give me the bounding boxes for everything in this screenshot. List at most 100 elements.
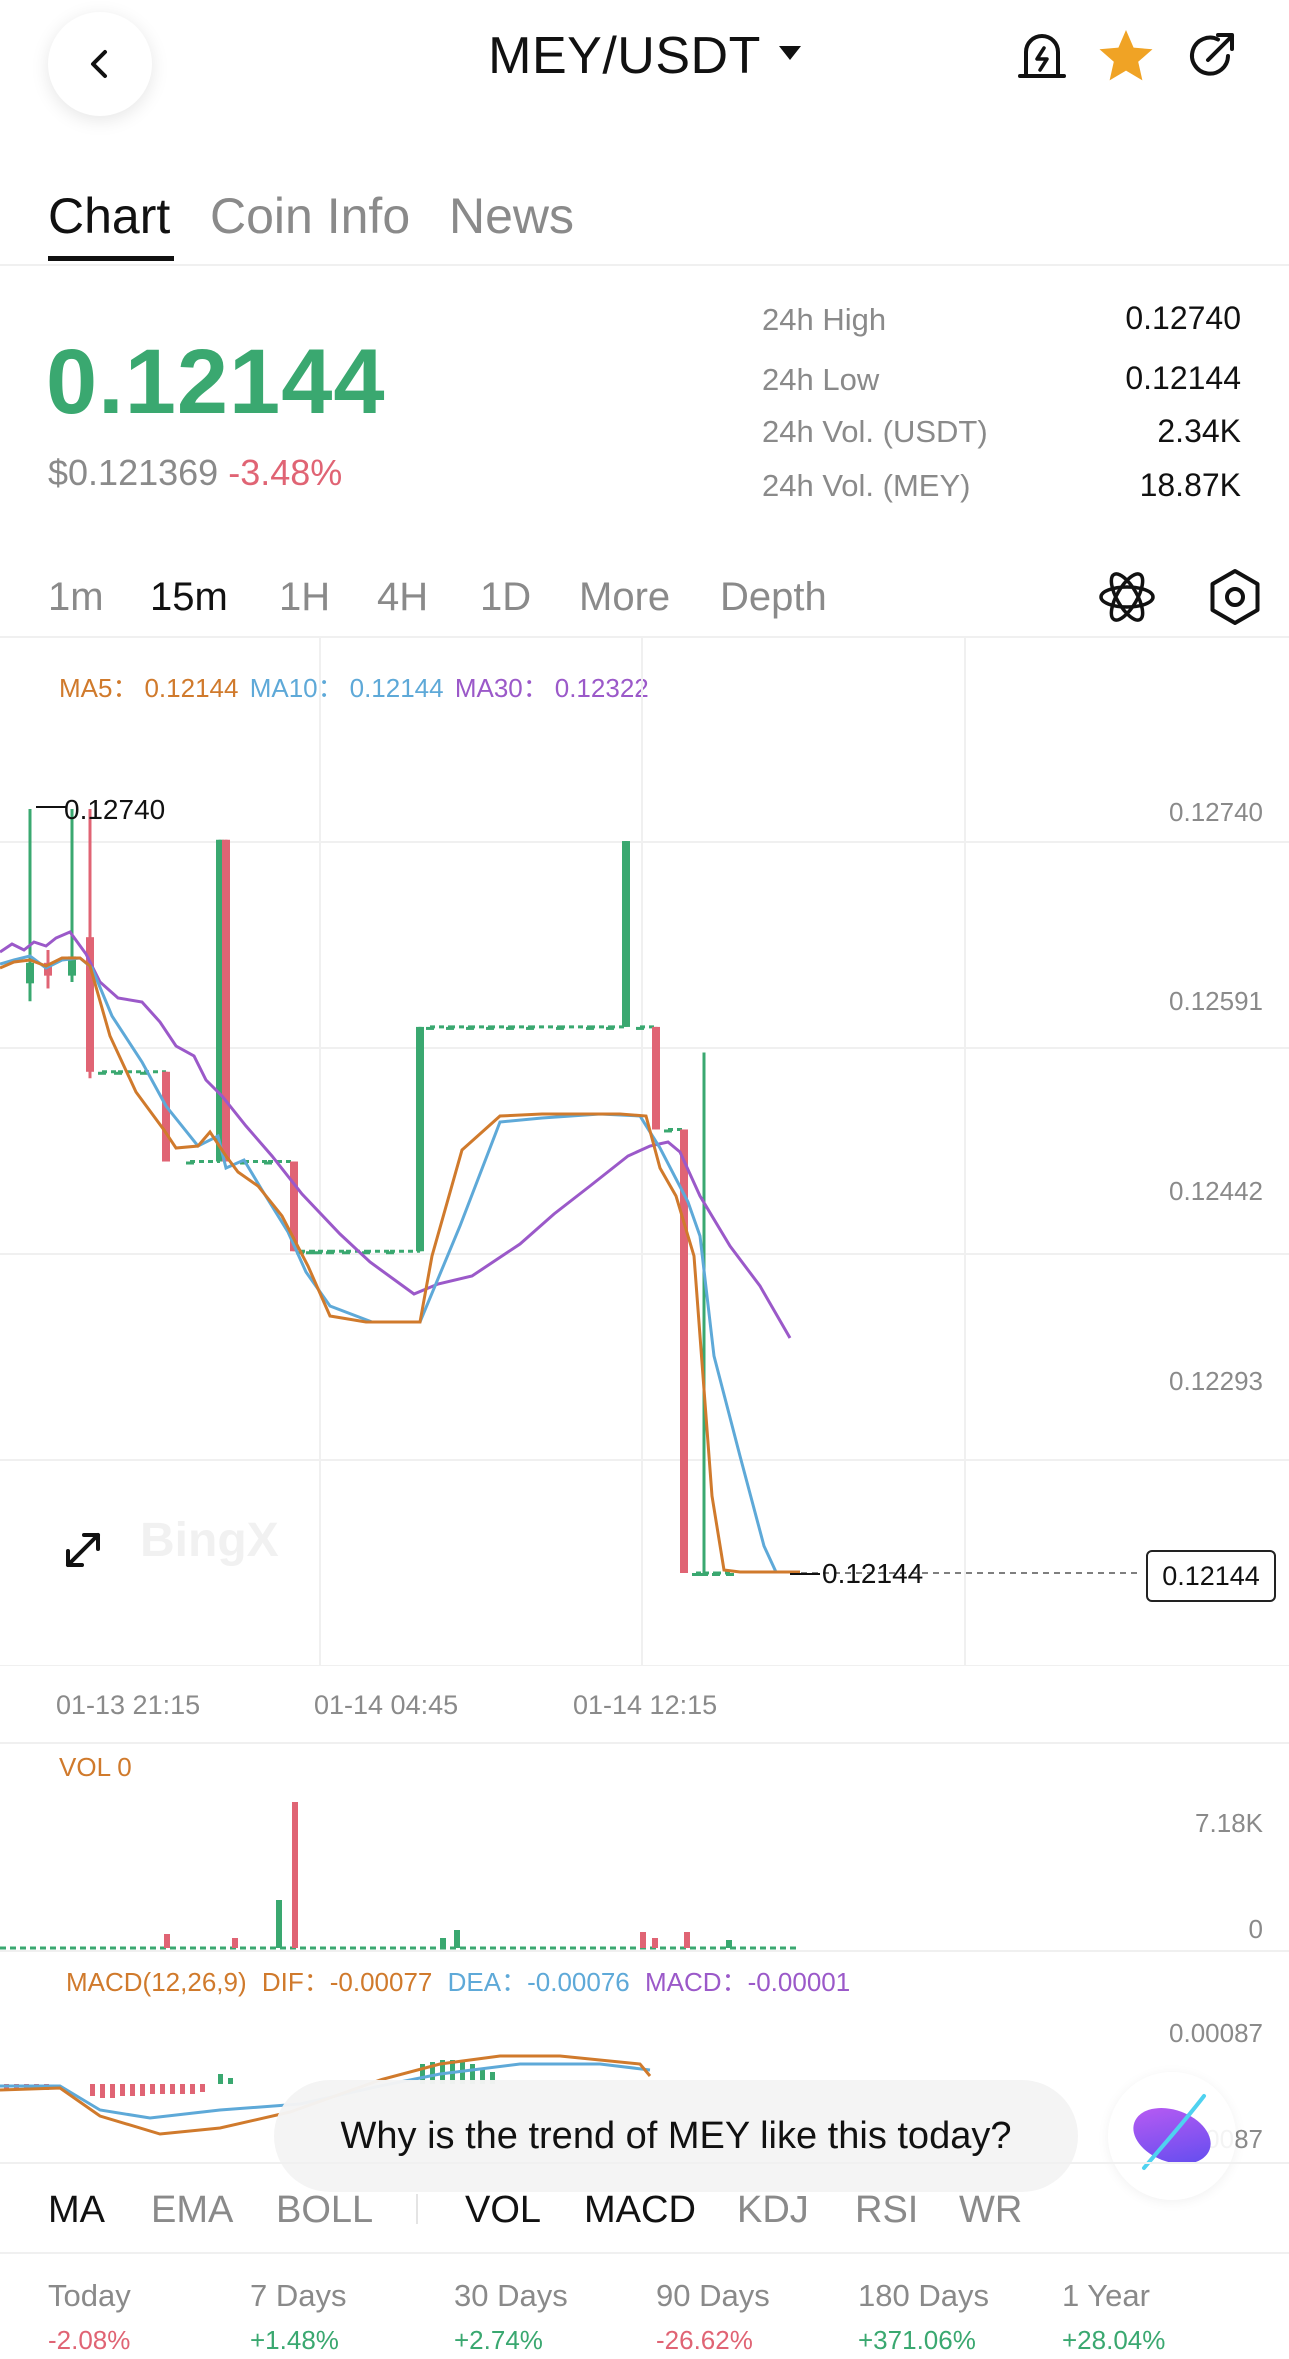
price-axis-tick-3: 0.12442 [1169, 1176, 1263, 1206]
candle-body [140, 1071, 148, 1075]
price-axis-tick-1: 0.12740 [1169, 797, 1263, 827]
interval-4h[interactable]: 4H [377, 575, 429, 619]
interval-depth[interactable]: Depth [720, 575, 827, 619]
ma30-value: 0.12322 [554, 673, 649, 703]
time-axis-divider [0, 1742, 1289, 1744]
indicator-tab-kdj[interactable]: KDJ [737, 2189, 809, 2231]
settings-hexagon-icon[interactable] [1204, 566, 1266, 628]
indicator-tab-vol[interactable]: VOL [465, 2189, 542, 2231]
candlestick-chart[interactable]: BingX [0, 636, 1289, 1666]
ai-question-bubble[interactable]: Why is the trend of MEY like this today? [274, 2080, 1078, 2192]
pair-title: MEY/USDT [488, 27, 761, 85]
time-label-2: 01-14 04:45 [314, 1690, 459, 1720]
volume-chart [0, 1802, 800, 1950]
candle-body [726, 1573, 734, 1576]
macd-legend: MACD(12,26,9) DIF：-0.00077 DEA：-0.00076 … [66, 1962, 850, 1999]
price-axis-tick-4: 0.12293 [1169, 1366, 1263, 1396]
tab-coin-info[interactable]: Coin Info [210, 188, 411, 244]
back-button[interactable] [48, 12, 152, 116]
ma10-label: MA10： [249, 673, 344, 703]
volume-bar [652, 1938, 658, 1948]
expand-icon[interactable] [60, 1527, 106, 1573]
candle-body [216, 839, 224, 1162]
volume-divider [0, 1950, 1289, 1952]
favorite-star-icon[interactable] [1096, 26, 1156, 86]
volume-bar [684, 1932, 690, 1948]
last-price: 0.12144 [46, 331, 386, 433]
indicator-tab-macd[interactable]: MACD [584, 2189, 696, 2231]
stat-value-vol-usdt: 2.34K [1157, 413, 1241, 449]
pair-selector[interactable]: MEY/USDT [0, 18, 1289, 94]
candle-body [290, 1161, 298, 1252]
candle-body [114, 1071, 122, 1075]
indicator-tab-rsi[interactable]: RSI [855, 2189, 919, 2231]
period-value-30d: +2.74% [454, 2325, 543, 2355]
macd-value: -0.00001 [747, 1967, 851, 1997]
interval-15m[interactable]: 15m [150, 575, 228, 619]
volume-bar [640, 1932, 646, 1948]
indicator-atom-icon[interactable] [1096, 566, 1158, 628]
ma30-label: MA30： [454, 673, 549, 703]
ai-assistant-button[interactable] [1108, 2072, 1236, 2200]
stat-label-low: 24h Low [762, 362, 880, 397]
candle-body [222, 839, 230, 1162]
period-label-30d: 30 Days [454, 2278, 568, 2313]
tab-chart[interactable]: Chart [48, 188, 171, 244]
volume-bar [164, 1934, 170, 1948]
period-value-today: -2.08% [48, 2325, 131, 2355]
candle-body [186, 1161, 194, 1165]
stat-value-low: 0.12144 [1125, 360, 1241, 396]
indicator-tab-ema[interactable]: EMA [151, 2189, 234, 2231]
period-label-today: Today [48, 2278, 131, 2313]
dropdown-caret-icon [778, 46, 801, 61]
candle-body [86, 937, 94, 1072]
stat-label-high: 24h High [762, 302, 887, 337]
stat-label-vol-mey: 24h Vol. (MEY) [762, 468, 971, 503]
time-label-3: 01-14 12:15 [573, 1690, 718, 1720]
usd-price-row: $0.121369 -3.48% [48, 452, 342, 494]
interval-1m[interactable]: 1m [48, 575, 104, 619]
active-tab-indicator [48, 256, 174, 261]
macd-divider [0, 2162, 1289, 2164]
candle-body [240, 1161, 248, 1165]
high-marker-line [36, 806, 66, 808]
alert-bell-icon[interactable] [1012, 26, 1072, 86]
ma5-line [0, 956, 800, 1574]
indicator-tab-boll[interactable]: BOLL [276, 2189, 374, 2231]
period-label-1y: 1 Year [1062, 2278, 1150, 2313]
indicator-tab-wr[interactable]: WR [959, 2189, 1023, 2231]
candle-body [416, 1026, 424, 1252]
bingx-watermark: BingX [140, 1514, 279, 1567]
ai-orb-icon [1133, 2094, 1211, 2170]
period-label-7d: 7 Days [250, 2278, 347, 2313]
period-value-90d: -26.62% [656, 2325, 753, 2355]
volume-axis-zero: 0 [1248, 1914, 1263, 1944]
volume-bar [232, 1938, 238, 1948]
ma30-line [0, 930, 792, 1339]
share-icon[interactable] [1182, 26, 1242, 86]
volume-bar [440, 1938, 446, 1948]
ma-legend: MA5： 0.12144 MA10： 0.12144 MA30： 0.12322 [59, 668, 649, 705]
indicator-tab-ma[interactable]: MA [48, 2189, 105, 2231]
candle-body [622, 841, 630, 1027]
period-label-90d: 90 Days [656, 2278, 770, 2313]
low-marker: 0.12144 [822, 1558, 924, 1589]
candle-body [264, 1161, 272, 1165]
price-change: -3.48% [228, 452, 343, 493]
ma10-value: 0.12144 [349, 673, 444, 703]
volume-bar [292, 1802, 298, 1948]
stat-label-vol-usdt: 24h Vol. (USDT) [762, 414, 988, 449]
macd-label: MACD： [645, 1967, 748, 1997]
candles-group [26, 809, 734, 1576]
period-value-1y: +28.04% [1062, 2325, 1166, 2355]
time-label-1: 01-13 21:15 [56, 1690, 201, 1720]
volume-bar [276, 1900, 282, 1948]
back-chevron-icon [91, 50, 107, 78]
tab-news[interactable]: News [449, 188, 575, 244]
macd-params: MACD(12,26,9) [66, 1967, 247, 1997]
interval-more[interactable]: More [579, 575, 671, 619]
interval-1h[interactable]: 1H [279, 575, 331, 619]
dif-label: DIF： [261, 1967, 330, 1997]
interval-1d[interactable]: 1D [480, 575, 532, 619]
candle-body [68, 956, 76, 976]
